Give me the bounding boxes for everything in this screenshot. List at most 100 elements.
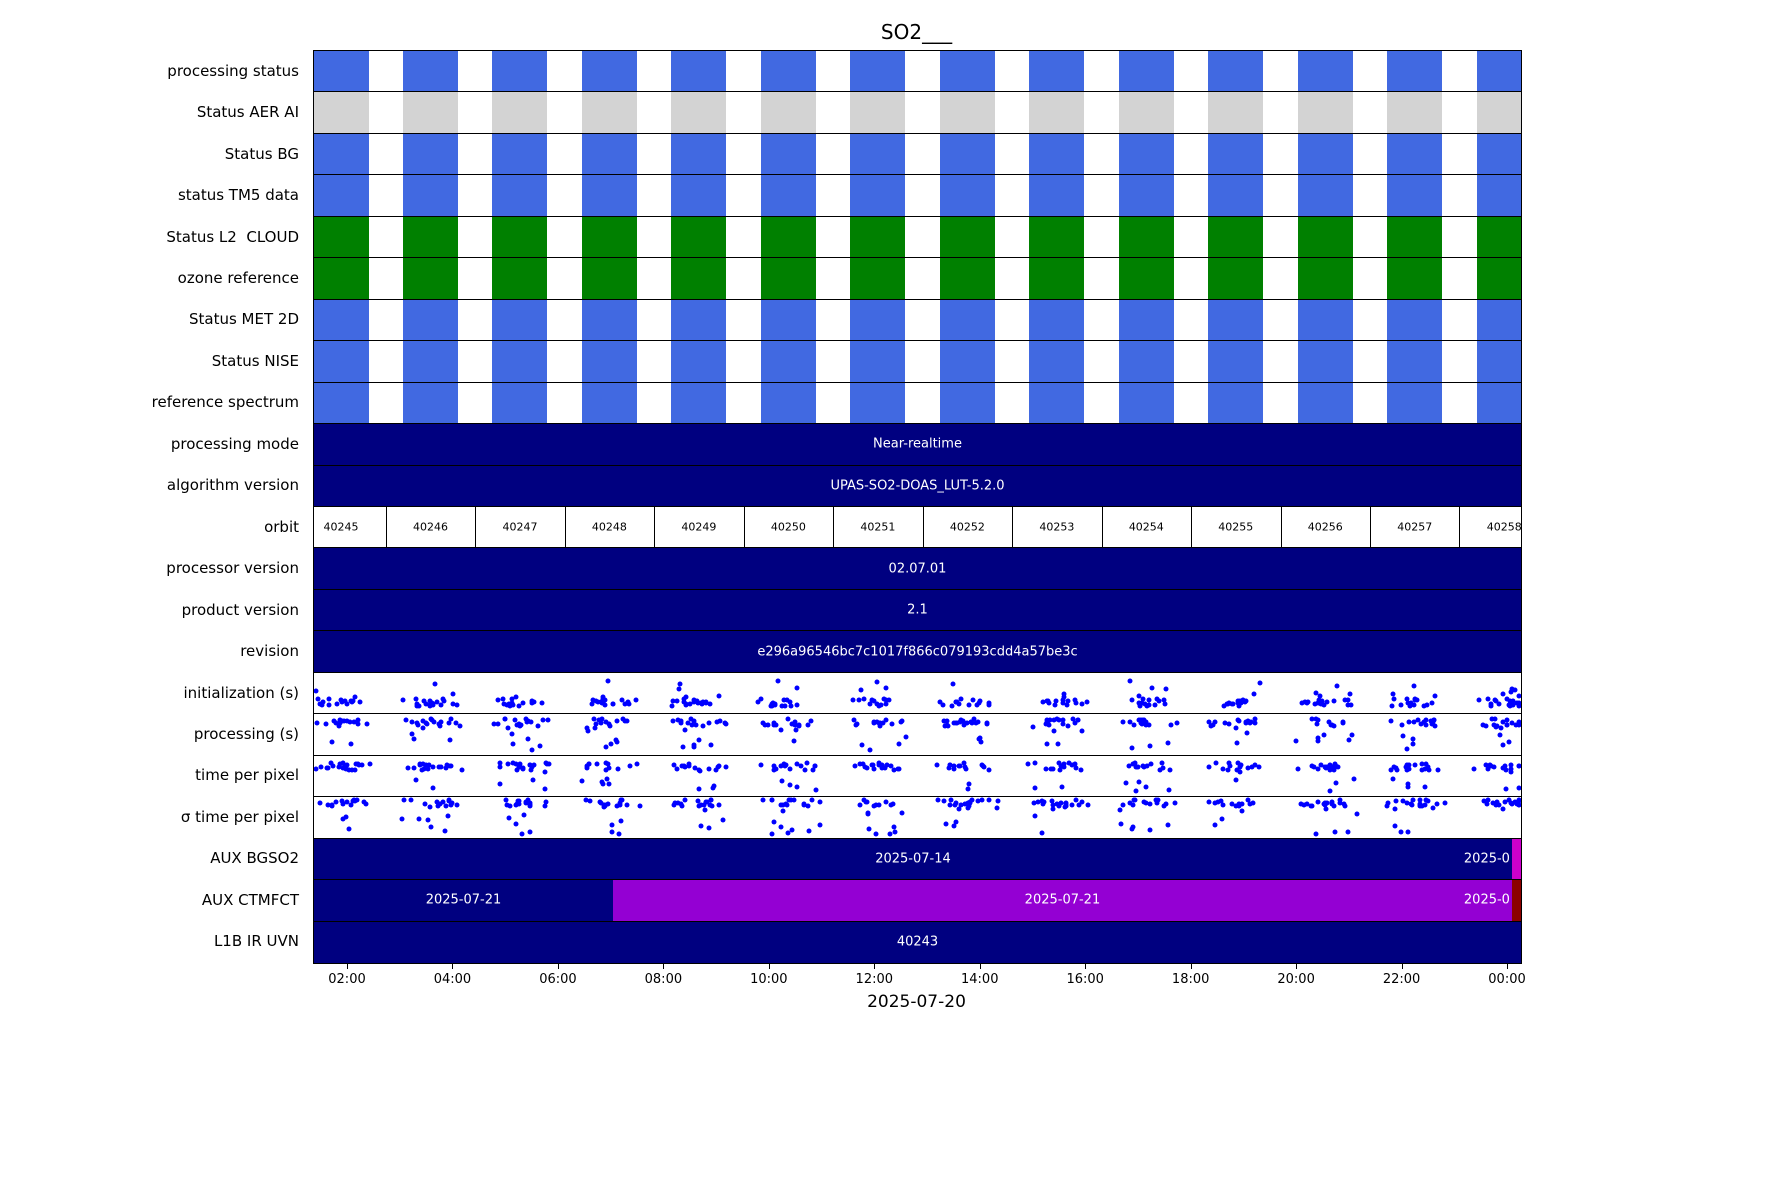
scatter-dot: [1130, 802, 1136, 808]
scatter-dot: [1072, 697, 1078, 703]
scatter-dot: [342, 698, 348, 704]
scatter-dot: [1146, 697, 1152, 703]
scatter-dot: [782, 703, 788, 709]
scatter-dot: [883, 799, 889, 805]
status-block: [581, 258, 637, 299]
scatter-dot: [1318, 762, 1324, 768]
scatter-dot: [944, 722, 950, 728]
scatter-dot: [1073, 700, 1079, 706]
scatter-dot: [1391, 764, 1397, 770]
scatter-dot: [445, 813, 451, 819]
scatter-dot: [1412, 762, 1418, 768]
scatter-dot: [794, 784, 799, 790]
status-block: [1297, 382, 1353, 424]
scatter-dot: [876, 802, 882, 808]
scatter-dot: [941, 798, 947, 804]
scatter-dot: [760, 720, 766, 726]
scatter-dot: [970, 697, 976, 703]
scatter-dot: [506, 815, 512, 821]
status-block: [581, 341, 637, 382]
bar-segment-label: 2025-0: [1463, 851, 1510, 867]
status-block: [850, 216, 906, 258]
status-block: [402, 216, 458, 258]
scatter-dot: [953, 699, 959, 705]
scatter-dot: [683, 694, 689, 700]
scatter-dot: [862, 764, 868, 770]
scatter-dot: [1348, 702, 1354, 708]
status-block: [939, 258, 995, 299]
scatter-dot: [447, 737, 453, 743]
scatter-dot: [1392, 806, 1398, 812]
scatter-dot: [446, 797, 452, 803]
status-block: [1476, 258, 1521, 299]
scatter-dot: [956, 806, 962, 812]
scatter-dot: [1050, 766, 1056, 772]
status-block: [314, 341, 369, 382]
scatter-dot: [431, 719, 437, 725]
scatter-dot: [355, 721, 361, 727]
scatter-dot: [589, 701, 595, 707]
scatter-dot: [1120, 719, 1126, 725]
scatter-dot: [1388, 718, 1394, 724]
scatter-dot: [1053, 698, 1059, 704]
row-1-status-aer-ai: [314, 92, 1521, 134]
scatter-dot: [1319, 698, 1325, 704]
scatter-dot: [794, 761, 800, 767]
scatter-dot: [969, 797, 975, 803]
scatter-dot: [525, 736, 531, 742]
scatter-dot: [771, 722, 777, 728]
scatter-dot: [1507, 703, 1513, 709]
scatter-dot: [364, 721, 370, 727]
orbit-number: 40247: [502, 520, 538, 534]
scatter-dot: [1411, 719, 1417, 725]
scatter-dot: [1136, 693, 1142, 699]
scatter-dot: [399, 816, 405, 822]
scatter-dot: [792, 722, 798, 728]
x-tick-label: 06:00: [539, 972, 577, 987]
scatter-dot: [1509, 801, 1515, 807]
scatter-dot: [1331, 723, 1337, 729]
status-block: [671, 382, 727, 424]
scatter-dot: [696, 767, 702, 773]
scatter-dot: [529, 747, 535, 753]
scatter-dot: [428, 824, 433, 830]
scatter-dot: [413, 777, 419, 783]
scatter-dot: [586, 761, 592, 767]
scatter-dot: [891, 767, 897, 773]
scatter-dot: [1311, 764, 1317, 770]
scatter-dot: [459, 767, 465, 773]
scatter-dot: [1419, 767, 1425, 773]
status-block: [939, 51, 995, 92]
scatter-dot: [1295, 766, 1301, 772]
scatter-dot: [444, 762, 450, 768]
scatter-dot: [717, 718, 723, 724]
scatter-dot: [851, 717, 857, 723]
status-block: [492, 133, 548, 175]
scatter-dot: [760, 797, 766, 803]
scatter-dot: [347, 719, 353, 725]
scatter-dot: [1500, 765, 1506, 771]
status-block: [1476, 382, 1521, 424]
scatter-dot: [686, 763, 692, 769]
scatter-dot: [775, 678, 781, 684]
status-block: [1387, 216, 1443, 258]
scatter-dot: [354, 797, 360, 803]
scatter-dot: [497, 764, 503, 770]
scatter-dot: [1496, 802, 1502, 808]
status-block: [402, 133, 458, 175]
scatter-dot: [1252, 762, 1258, 768]
scatter-dot: [1127, 800, 1133, 806]
bar-segment: [314, 921, 1521, 963]
scatter-dot: [1239, 808, 1245, 814]
orbit-cell-divider: [833, 507, 835, 548]
scatter-dot: [520, 700, 526, 706]
scatter-dot: [1249, 764, 1255, 770]
scatter-dot: [1244, 730, 1250, 736]
row-7-status-nise: [314, 341, 1521, 383]
scatter-dot: [1219, 816, 1225, 822]
status-block: [1118, 299, 1174, 341]
bar-segment-label: 2025-07-14: [875, 851, 951, 867]
x-tick-label: 18:00: [1171, 972, 1210, 987]
scatter-dot: [624, 802, 630, 808]
scatter-dot: [788, 703, 794, 709]
